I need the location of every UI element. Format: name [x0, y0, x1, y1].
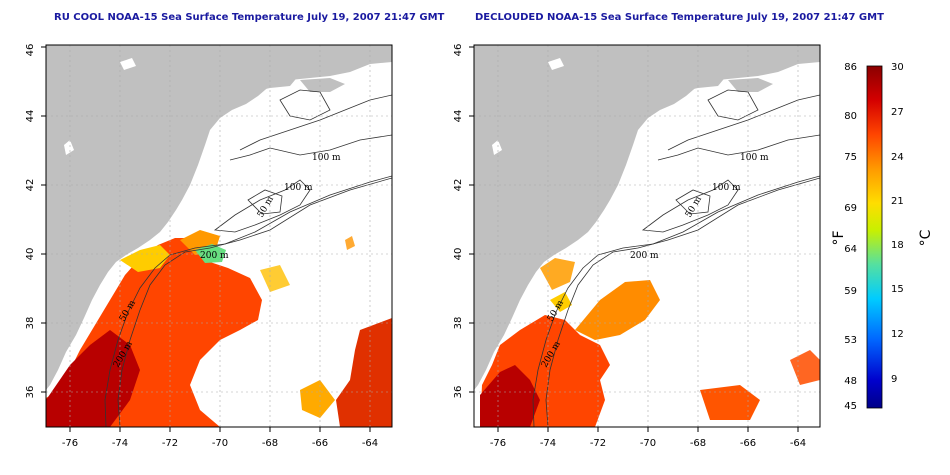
- right-map-panel: 100 m 100 m 50 m 200 m 50 m 200 m -76 -7…: [453, 44, 821, 449]
- fahrenheit-tick: 86: [844, 62, 857, 73]
- celsius-tick: 24: [891, 152, 904, 163]
- right-panel-title: DECLOUDED NOAA-15 Sea Surface Temperatur…: [475, 12, 884, 23]
- fahrenheit-tick: 75: [844, 152, 857, 163]
- contour-label: 200 m: [200, 251, 229, 261]
- celsius-tick: 15: [891, 284, 904, 295]
- lat-tick-label: 42: [25, 179, 36, 192]
- lon-tick-label: -66: [312, 438, 328, 449]
- contour-label: 100 m: [740, 153, 769, 163]
- lon-tick-label: -68: [690, 438, 706, 449]
- latitude-labels: 36 38 40 42 44 46: [25, 44, 36, 399]
- celsius-unit-label: °C: [918, 229, 934, 246]
- fahrenheit-tick: 48: [844, 376, 857, 387]
- fahrenheit-unit-label: °F: [831, 230, 847, 245]
- lon-tick-label: -68: [262, 438, 278, 449]
- fahrenheit-tick: 64: [844, 244, 857, 255]
- map-frame: [473, 44, 821, 428]
- lon-tick-label: -64: [362, 438, 378, 449]
- lon-tick-label: -70: [640, 438, 656, 449]
- sst-data-overlay: [480, 258, 820, 427]
- lon-tick-label: -76: [62, 438, 78, 449]
- longitude-labels: -76 -74 -72 -70 -68 -66 -64: [490, 438, 806, 449]
- contour-label: 200 m: [630, 251, 659, 261]
- fahrenheit-tick: 80: [844, 111, 857, 122]
- lon-tick-label: -72: [590, 438, 606, 449]
- lon-tick-label: -72: [162, 438, 178, 449]
- celsius-labels: 30 27 24 21 18 15 12 9: [891, 62, 904, 385]
- lat-tick-label: 40: [453, 248, 464, 261]
- fahrenheit-tick: 59: [844, 286, 857, 297]
- celsius-tick: 21: [891, 196, 904, 207]
- lat-tick-label: 44: [453, 110, 464, 123]
- celsius-tick: 9: [891, 374, 897, 385]
- left-panel-title: RU COOL NOAA-15 Sea Surface Temperature …: [54, 12, 445, 23]
- fahrenheit-tick: 53: [844, 335, 857, 346]
- axis-ticks: [41, 46, 371, 432]
- contour-label: 100 m: [284, 183, 313, 193]
- lon-tick-label: -70: [212, 438, 228, 449]
- fahrenheit-labels: 86 80 75 69 64 59 53 48 45: [844, 62, 857, 412]
- left-map-panel: 100 m 100 m 50 m 200 m 50 m 200 m -76 -7…: [25, 44, 393, 449]
- longitude-labels: -76 -74 -72 -70 -68 -66 -64: [62, 438, 378, 449]
- celsius-tick: 30: [891, 62, 904, 73]
- celsius-tick: 18: [891, 240, 904, 251]
- land-mass: [474, 45, 820, 390]
- fahrenheit-tick: 45: [844, 401, 857, 412]
- lat-tick-label: 46: [453, 44, 464, 57]
- land-mass: [46, 45, 392, 390]
- lat-tick-label: 46: [25, 44, 36, 57]
- lat-tick-label: 36: [25, 386, 36, 399]
- lon-tick-label: -66: [740, 438, 756, 449]
- fahrenheit-tick: 69: [844, 203, 857, 214]
- celsius-tick: 27: [891, 107, 904, 118]
- celsius-tick: 12: [891, 329, 904, 340]
- axis-ticks: [469, 46, 799, 432]
- lat-tick-label: 42: [453, 179, 464, 192]
- contour-label: 100 m: [312, 153, 341, 163]
- lat-tick-label: 40: [25, 248, 36, 261]
- contour-label: 100 m: [712, 183, 741, 193]
- lat-tick-label: 36: [453, 386, 464, 399]
- lon-tick-label: -64: [790, 438, 806, 449]
- sst-data-overlay: [46, 230, 392, 427]
- lon-tick-label: -74: [540, 438, 556, 449]
- colorbar-scale: [866, 65, 883, 409]
- latitude-labels: 36 38 40 42 44 46: [453, 44, 464, 399]
- lon-tick-label: -76: [490, 438, 506, 449]
- lat-tick-label: 44: [25, 110, 36, 123]
- lat-tick-label: 38: [25, 317, 36, 330]
- graticule: [46, 45, 392, 427]
- graticule: [474, 45, 820, 427]
- lon-tick-label: -74: [112, 438, 128, 449]
- map-frame: [45, 44, 393, 428]
- lat-tick-label: 38: [453, 317, 464, 330]
- temperature-colorbar: 86 80 75 69 64 59 53 48 45 30 27 24 21 1…: [831, 62, 934, 412]
